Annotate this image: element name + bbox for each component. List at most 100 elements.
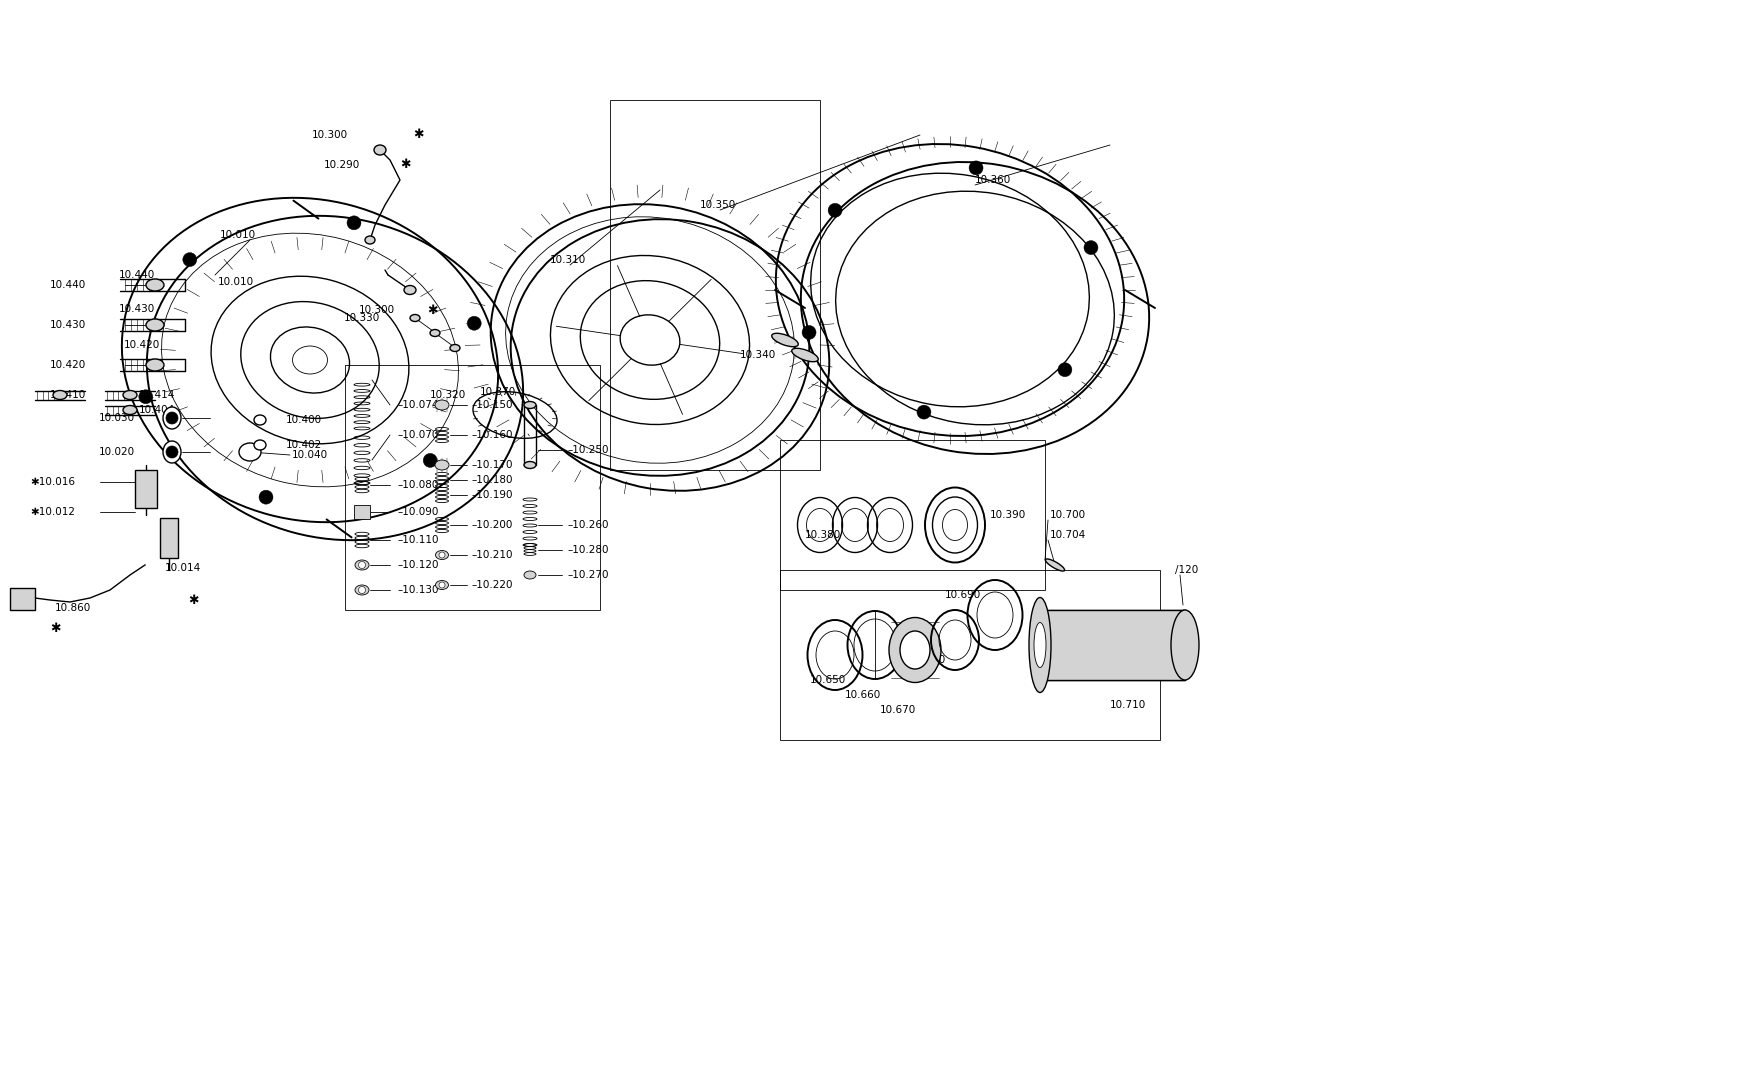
Text: ✱10.012: ✱10.012: [30, 507, 75, 517]
Ellipse shape: [1045, 559, 1064, 571]
Ellipse shape: [365, 236, 376, 244]
Text: –10.090: –10.090: [396, 507, 438, 517]
Text: 10.710: 10.710: [1109, 700, 1146, 710]
Ellipse shape: [435, 581, 449, 590]
Circle shape: [969, 160, 983, 174]
Text: 10.680: 10.680: [909, 655, 946, 664]
Text: 10.350: 10.350: [699, 200, 736, 210]
Ellipse shape: [450, 345, 459, 352]
Text: ✱: ✱: [426, 304, 436, 317]
Text: ✱: ✱: [400, 158, 410, 171]
Text: 10.690: 10.690: [944, 590, 981, 600]
Text: –10.250: –10.250: [567, 445, 609, 455]
Ellipse shape: [163, 407, 181, 429]
Bar: [779, 440, 1045, 590]
Ellipse shape: [1028, 597, 1050, 692]
Text: 10.290: 10.290: [323, 160, 360, 170]
Text: 10.380: 10.380: [805, 530, 840, 540]
Text: 10.370: 10.370: [480, 387, 516, 397]
Ellipse shape: [146, 279, 163, 291]
Text: 10.700: 10.700: [1049, 510, 1085, 520]
Text: 10.020: 10.020: [99, 447, 136, 457]
Text: ✱: ✱: [412, 128, 423, 141]
Ellipse shape: [523, 461, 536, 469]
Ellipse shape: [772, 333, 798, 347]
Circle shape: [139, 389, 153, 403]
Circle shape: [346, 216, 360, 230]
Ellipse shape: [889, 617, 941, 683]
Circle shape: [183, 253, 197, 266]
Text: –10.220: –10.220: [471, 580, 513, 590]
Ellipse shape: [435, 400, 449, 410]
Text: 10.440: 10.440: [118, 270, 155, 280]
Circle shape: [916, 406, 930, 419]
Text: 10.420: 10.420: [123, 340, 160, 350]
Text: 10.704: 10.704: [1049, 530, 1085, 540]
Text: –10.270: –10.270: [567, 570, 609, 580]
Text: 10.650: 10.650: [810, 675, 845, 685]
Text: –10.210: –10.210: [471, 550, 513, 560]
Bar: [160, 518, 177, 557]
Text: 10.310: 10.310: [550, 255, 586, 265]
Text: 10.860: 10.860: [56, 603, 90, 613]
Ellipse shape: [435, 550, 449, 560]
Bar: [779, 570, 1160, 740]
Text: ✱10.016: ✱10.016: [30, 477, 75, 487]
Ellipse shape: [146, 319, 163, 331]
Text: –10.074: –10.074: [396, 400, 438, 410]
Text: 10.014: 10.014: [165, 563, 202, 574]
Ellipse shape: [523, 401, 536, 409]
Text: 10.414: 10.414: [139, 389, 176, 400]
Circle shape: [438, 582, 445, 588]
Bar: [344, 365, 600, 610]
Text: 10.430: 10.430: [118, 304, 155, 314]
Text: ✱: ✱: [50, 622, 61, 635]
Ellipse shape: [1170, 610, 1198, 681]
Text: –10.200: –10.200: [471, 520, 513, 530]
Circle shape: [828, 203, 842, 217]
Text: 10.660: 10.660: [845, 690, 880, 700]
Text: 10.300: 10.300: [311, 129, 348, 140]
Ellipse shape: [254, 440, 266, 450]
Circle shape: [423, 454, 436, 468]
Ellipse shape: [123, 406, 137, 414]
Ellipse shape: [374, 146, 386, 155]
Text: 10.040: 10.040: [292, 450, 329, 460]
Text: –10.070: –10.070: [396, 430, 438, 440]
Circle shape: [358, 586, 365, 594]
Text: 10.330: 10.330: [344, 314, 379, 323]
Text: 10.320: 10.320: [430, 389, 466, 400]
Bar: [610, 100, 819, 470]
Bar: [136, 470, 157, 508]
Circle shape: [358, 562, 365, 568]
Text: 10.410: 10.410: [50, 389, 87, 400]
Ellipse shape: [410, 315, 419, 321]
Ellipse shape: [146, 360, 163, 371]
Ellipse shape: [254, 415, 266, 425]
Ellipse shape: [430, 330, 440, 336]
Bar: [1040, 610, 1184, 681]
Text: –10.170: –10.170: [471, 460, 513, 470]
Text: ✱: ✱: [188, 594, 198, 607]
Ellipse shape: [238, 443, 261, 461]
Circle shape: [468, 317, 482, 331]
Text: –10.130: –10.130: [396, 585, 438, 595]
Ellipse shape: [403, 286, 416, 294]
Ellipse shape: [791, 349, 817, 362]
Text: –10.190: –10.190: [471, 490, 513, 500]
Text: 10.420: 10.420: [50, 360, 87, 370]
Ellipse shape: [435, 460, 449, 470]
Text: 10.400: 10.400: [285, 415, 322, 425]
Text: 10.300: 10.300: [358, 305, 395, 315]
Circle shape: [259, 490, 273, 504]
Text: 10.340: 10.340: [739, 350, 776, 360]
Text: –10.080: –10.080: [396, 480, 438, 490]
Circle shape: [1057, 363, 1071, 377]
Text: 10.430: 10.430: [50, 320, 87, 330]
Text: 10.030: 10.030: [99, 413, 136, 423]
Text: 10.010: 10.010: [217, 277, 254, 287]
Text: 10.670: 10.670: [880, 705, 916, 715]
Text: –10.120: –10.120: [396, 560, 438, 570]
Circle shape: [1083, 241, 1097, 255]
Text: –10.110: –10.110: [396, 535, 438, 545]
